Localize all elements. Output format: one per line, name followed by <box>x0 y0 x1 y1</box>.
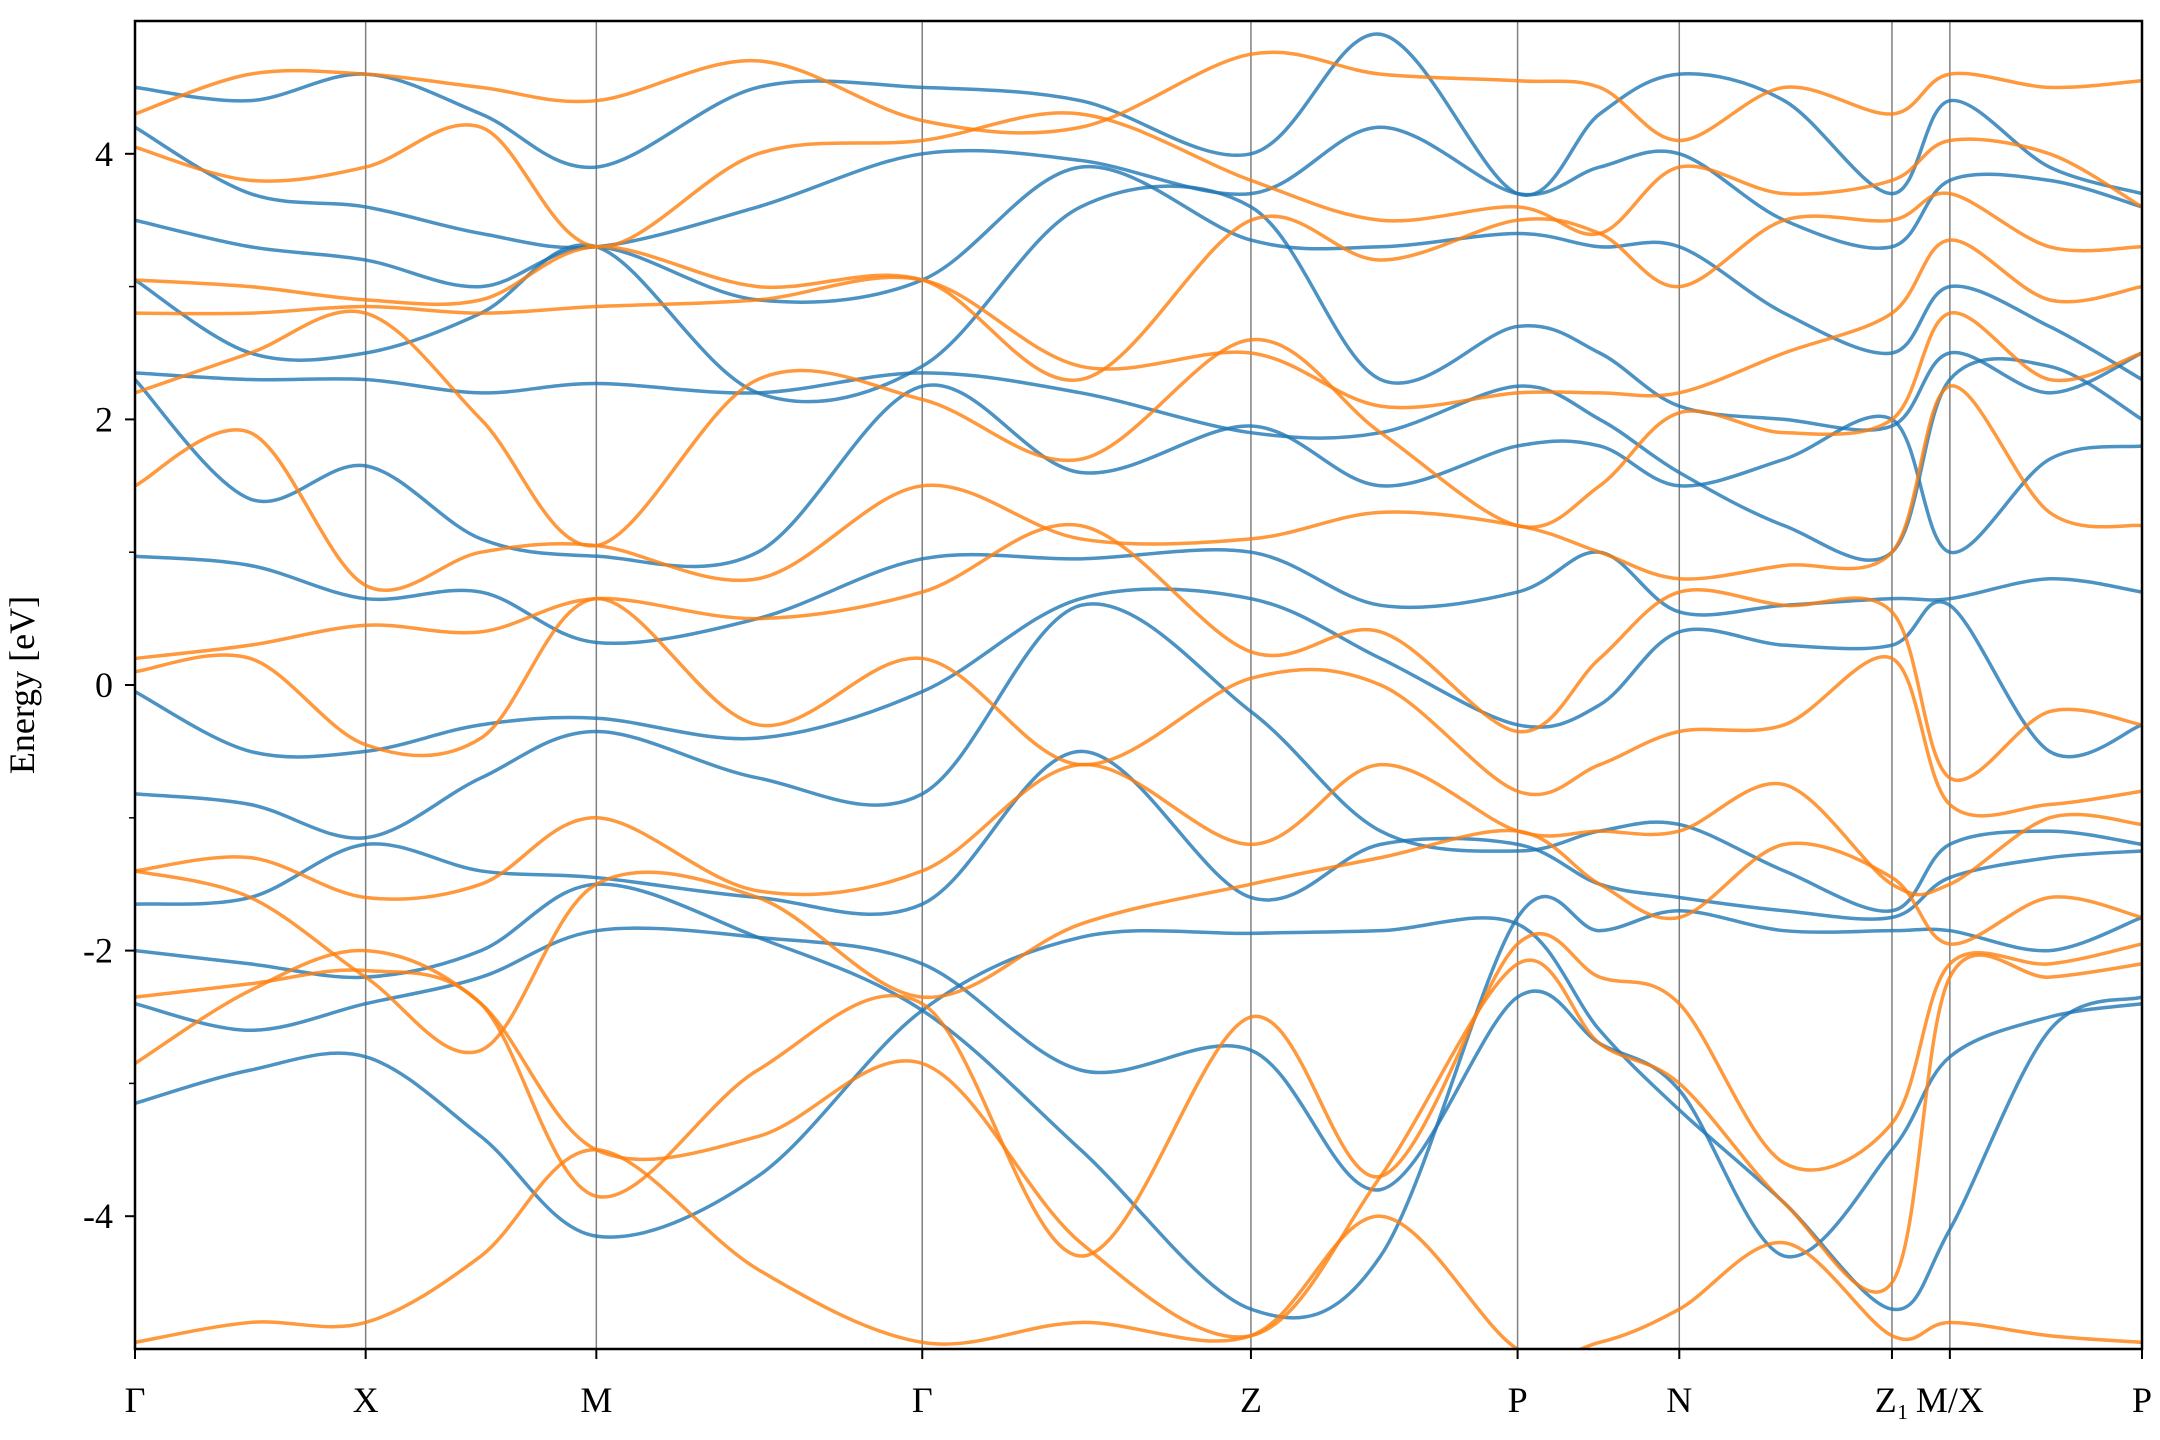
grid-layer <box>134 21 2143 1349</box>
band <box>135 32 2142 197</box>
band <box>135 602 2142 913</box>
x-tick-label: X <box>353 1380 379 1420</box>
y-tick-label: -4 <box>83 1196 113 1236</box>
band <box>135 596 2142 818</box>
band <box>135 309 2142 548</box>
band <box>135 762 2142 901</box>
x-tick-label: Z₁ <box>1875 1380 1910 1420</box>
band <box>135 882 2142 1320</box>
x-tick-label: N <box>1666 1380 1692 1420</box>
x-tick-label: P <box>2132 1380 2152 1420</box>
y-tick-label: 0 <box>95 665 113 705</box>
band <box>135 926 2142 1259</box>
band <box>135 587 2142 759</box>
x-tick-label: M <box>580 1380 612 1420</box>
band <box>135 931 2142 1258</box>
band <box>135 238 2142 410</box>
x-tick-label: P <box>1508 1380 1528 1420</box>
x-tick-label: Z <box>1240 1380 1262 1420</box>
y-tick-label: -2 <box>83 931 113 971</box>
band <box>135 357 2142 562</box>
band <box>135 378 2142 569</box>
band <box>135 164 2142 382</box>
y-tick-label: 2 <box>95 399 113 439</box>
axes-layer: Γ X M Γ Z P N Z₁ M/X P -4 -2 0 2 4 <box>83 19 2152 1420</box>
band <box>135 916 2142 1312</box>
band <box>135 948 2142 1339</box>
band <box>135 384 2142 593</box>
band <box>135 191 2142 382</box>
plot-frame <box>133 19 2144 1351</box>
y-tick-label: 4 <box>95 134 113 174</box>
x-tick-label: Γ <box>125 1380 146 1420</box>
band <box>135 50 2142 143</box>
band <box>135 1148 2142 1349</box>
band <box>135 828 2142 1055</box>
band <box>135 111 2142 249</box>
band <box>135 125 2142 250</box>
bands-layer <box>135 32 2142 1349</box>
band <box>135 522 2142 782</box>
x-tick-label: Γ <box>912 1380 933 1420</box>
x-tick-label: M/X <box>1916 1380 1984 1420</box>
y-axis-label: Energy [eV] <box>2 596 42 774</box>
